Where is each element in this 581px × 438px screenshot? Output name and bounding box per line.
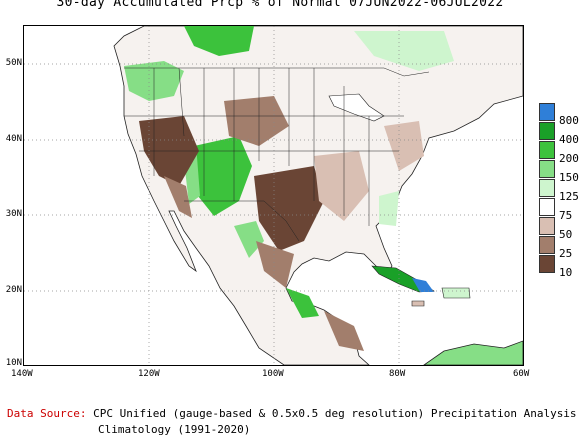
map-title: 30-day Accumulated Prcp % of Normal 07JU… (56, 0, 504, 10)
legend-label-10: 10 (559, 266, 573, 279)
data-source-line: Data Source: CPC Unified (gauge-based & … (7, 406, 577, 422)
hispaniola-island (441, 287, 471, 299)
legend-label-125: 125 (559, 190, 579, 203)
legend-label-200: 200 (559, 152, 579, 165)
lat-label-30n: 30N (5, 209, 22, 219)
legend-swatch-125 (539, 179, 555, 197)
legend-swatch-800 (539, 103, 555, 121)
lon-label-120w: 120W (138, 369, 160, 379)
green-mexico (234, 221, 264, 258)
green-southeast (379, 191, 399, 226)
lat-label-20n: 20N (5, 285, 22, 295)
legend-swatch-200 (539, 141, 555, 159)
brown-south-central (314, 151, 369, 221)
lon-label-100w: 100W (262, 369, 284, 379)
legend-label-50: 50 (559, 228, 573, 241)
legend-swatch-75 (539, 198, 555, 216)
lat-label-10n: 10N (5, 358, 22, 368)
legend-label-150: 150 (559, 171, 579, 184)
precipitation-map (23, 25, 524, 366)
legend-label-800: 800 (559, 114, 579, 127)
lat-label-50n: 50N (5, 58, 22, 68)
climatology-text: Climatology (1991-2020) (98, 423, 251, 436)
land-south-america (423, 340, 523, 365)
data-source-text: CPC Unified (gauge-based & 0.5x0.5 deg r… (93, 407, 577, 420)
green-south-mexico (286, 288, 319, 318)
lon-label-60w: 60W (513, 369, 530, 379)
brown-mexico (256, 241, 294, 288)
green-canada (184, 26, 254, 56)
brown-texas (254, 166, 324, 251)
legend-swatch-150 (539, 160, 555, 178)
lon-label-140w: 140W (11, 369, 33, 379)
green-north (354, 31, 454, 71)
brown-california (164, 176, 192, 218)
legend-swatch-400 (539, 122, 555, 140)
legend-swatch-50 (539, 217, 555, 235)
brown-east (384, 121, 424, 171)
political-boundaries (124, 67, 430, 242)
green-southwest (194, 136, 252, 216)
cuba-east-blue (412, 278, 434, 292)
legend-label-75: 75 (559, 209, 573, 222)
graticule (24, 26, 523, 365)
lat-label-40n: 40N (5, 134, 22, 144)
legend-label-25: 25 (559, 247, 573, 260)
map-canvas (24, 26, 523, 365)
footer: Data Source: CPC Unified (gauge-based & … (7, 406, 577, 438)
brown-plains (224, 96, 289, 146)
jamaica-island (411, 300, 425, 307)
legend-label-400: 400 (559, 133, 579, 146)
legend-swatch-25 (539, 236, 555, 254)
great-lakes (328, 93, 385, 122)
lon-label-80w: 80W (389, 369, 406, 379)
legend-swatch-10 (539, 255, 555, 273)
color-legend (539, 103, 555, 274)
data-source-label: Data Source: (7, 407, 87, 420)
brown-central-america (324, 311, 364, 351)
